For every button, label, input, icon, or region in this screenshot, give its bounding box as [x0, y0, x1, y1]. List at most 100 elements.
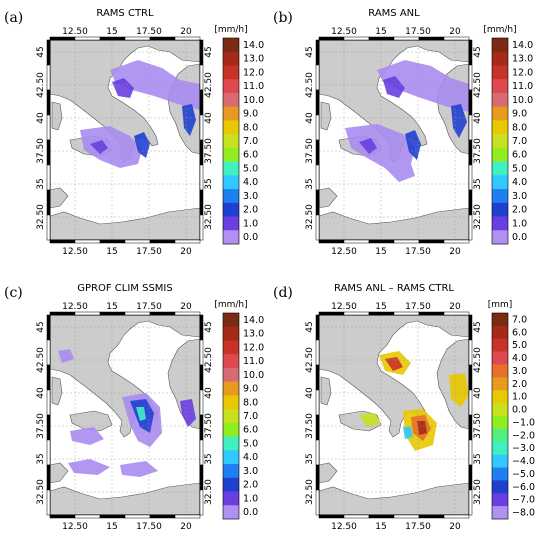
lat-tick-label: 37.50 [473, 138, 483, 164]
precip-area [377, 60, 469, 112]
panel-c: (c) GPROF CLIM SSMIS 12.50 12.50 15 15 17.50 17… [4, 283, 264, 532]
lat-tick-label: 42.50 [473, 72, 483, 98]
lat-tick-label: 42.50 [36, 347, 46, 373]
lat-tick-label: 45 [473, 321, 483, 332]
precip-area [383, 76, 405, 98]
colorbar-swatch [492, 338, 508, 352]
colorbar-tick-label: 9.0 [243, 384, 258, 395]
lon-tick-label: 12.50 [331, 247, 357, 257]
colorbar-tick-label: 5.0 [243, 163, 258, 174]
lat-tick-label: 42.50 [204, 347, 214, 373]
colorbar-tick-label: 1.0 [243, 493, 258, 504]
colorbar-swatch [492, 79, 508, 94]
colorbar-swatch [223, 147, 239, 162]
precip-area [134, 132, 150, 158]
colorbar-tick-label: 12.0 [512, 67, 533, 78]
colorbar-swatch [223, 161, 239, 176]
colorbar: [mm/h] 14.0 13.0 12.0 11.0 10.0 9.0 8.0 7.0 6.0 5.… [214, 300, 264, 520]
colorbar-unit: [mm/h] [483, 25, 516, 35]
lat-tick-label: 45 [473, 46, 483, 57]
colorbar-swatch [223, 326, 239, 341]
colorbar-swatch [492, 313, 508, 327]
precip-area [58, 349, 74, 363]
colorbar-swatch [492, 480, 508, 494]
colorbar-tick-label: 6.0 [243, 150, 258, 161]
colorbar-swatch [492, 416, 508, 430]
lat-tick-label: 45 [36, 46, 46, 57]
precip-area [80, 126, 142, 168]
lat-tick-label: 32.50 [305, 204, 315, 230]
colorbar-swatch [223, 477, 239, 492]
lon-tick-label: 17.50 [405, 522, 431, 532]
colorbar-swatch [223, 175, 239, 190]
colorbar-swatch [223, 340, 239, 355]
colorbar-tick-label: 4.0 [243, 177, 258, 188]
precip-area [180, 399, 196, 427]
colorbar-tick-label: 2.0 [243, 205, 258, 216]
colorbar-tick-label: 13.0 [512, 54, 533, 65]
colorbar-tick-label: 14.0 [512, 40, 533, 51]
colorbar-tick-label: 14.0 [243, 40, 264, 51]
panel-label: (b) [273, 10, 293, 26]
lat-tick-label: 37.50 [473, 413, 483, 439]
lat-tick-label: 40 [305, 112, 315, 124]
lon-tick-label: 15 [106, 302, 117, 312]
colorbar-swatch [492, 51, 508, 66]
colorbar-swatch [223, 395, 239, 410]
precip-area [182, 104, 196, 136]
lon-tick-label: 17.50 [136, 522, 162, 532]
precip-area [417, 421, 427, 435]
colorbar-swatch [492, 377, 508, 391]
colorbar-swatch [223, 367, 239, 382]
colorbar-tick-label: 0.0 [512, 232, 527, 243]
lat-tick-label: 37.50 [204, 138, 214, 164]
panel-title: RAMS CTRL [96, 8, 154, 19]
colorbar-swatch [492, 161, 508, 176]
colorbar-swatch [492, 390, 508, 404]
lat-tick-label: 45 [204, 46, 214, 57]
lat-tick-label: 40 [305, 387, 315, 399]
precip-area [385, 357, 403, 371]
colorbar-swatch [223, 216, 239, 231]
colorbar-unit: [mm] [488, 300, 513, 310]
colorbar-swatch [492, 441, 508, 455]
lon-tick-label: 17.50 [136, 302, 162, 312]
colorbar-swatch [492, 147, 508, 162]
lat-tick-label: 35 [36, 453, 46, 464]
colorbar-tick-label: 8.0 [512, 122, 527, 133]
colorbar-swatch [492, 454, 508, 468]
colorbar-swatch [492, 106, 508, 121]
colorbar: [mm] 7.0 6.0 5.0 4.0 3.0 2.0 1.0 0.0−1.0 −2.0 −3.0… [488, 300, 535, 520]
colorbar-swatch [223, 51, 239, 66]
lon-tick-label: 12.50 [331, 522, 357, 532]
colorbar-swatch [223, 230, 239, 245]
colorbar-tick-label: 3.0 [243, 466, 258, 477]
precip-area [359, 413, 381, 427]
panel-b: (b) RAMS ANL 12.50 12.50 15 15 17.50 17.50 20 20 4… [273, 8, 533, 257]
lat-tick-label: 35 [305, 178, 315, 189]
colorbar-swatch [223, 134, 239, 149]
colorbar-tick-label: 9.0 [512, 109, 527, 120]
colorbar-tick-label: 10.0 [243, 370, 264, 381]
lon-tick-label: 15 [375, 302, 386, 312]
colorbar-swatch [223, 313, 239, 328]
colorbar-tick-label: 5.0 [243, 438, 258, 449]
lat-tick-label: 35 [473, 178, 483, 189]
lat-tick-label: 37.50 [36, 138, 46, 164]
colorbar-tick-label: 2.0 [243, 480, 258, 491]
colorbar-tick-label: 3.0 [512, 366, 527, 377]
lon-tick-label: 20 [180, 302, 192, 312]
colorbar-tick-label: 9.0 [243, 109, 258, 120]
colorbar-tick-label: 7.0 [243, 411, 258, 422]
lon-tick-label: 12.50 [62, 522, 88, 532]
lat-tick-label: 40 [204, 387, 214, 399]
lat-tick-label: 40 [204, 112, 214, 124]
precip-area [345, 124, 415, 182]
colorbar-tick-label: −2.0 [512, 430, 535, 441]
lat-tick-label: 37.50 [36, 413, 46, 439]
colorbar-tick-label: 10.0 [512, 95, 533, 106]
lon-tick-label: 20 [449, 247, 461, 257]
lat-tick-label: 35 [204, 178, 214, 189]
colorbar-swatch [223, 202, 239, 217]
